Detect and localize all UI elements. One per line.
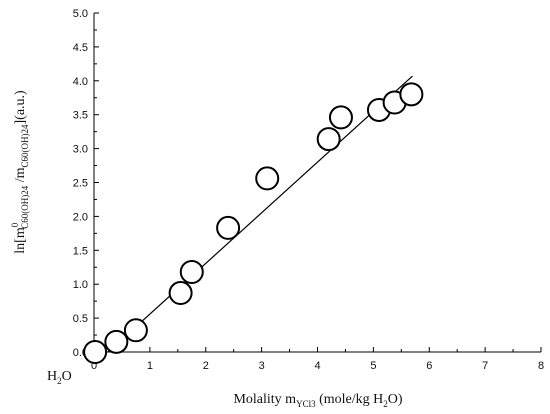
data-point: [316, 127, 341, 152]
x-axis-title: Molality mYCl3 (mole/kg H2O): [233, 392, 402, 409]
fit-line-group: [107, 75, 413, 353]
y-tick-label: 2.5: [73, 178, 88, 190]
data-points: [83, 82, 424, 364]
x-tick-label: 5: [370, 360, 376, 372]
y-tick-label: 4.0: [73, 76, 88, 88]
y-tick-label: 5.0: [73, 8, 88, 20]
data-point: [328, 105, 353, 130]
x-ticks: 0 1 2 3 4 5 6 7 8: [91, 347, 544, 372]
data-point: [104, 329, 129, 354]
y-tick-label: 2.0: [73, 211, 88, 223]
data-point: [179, 259, 204, 284]
y-tick-label: 3.5: [73, 110, 88, 122]
data-point: [255, 166, 280, 191]
x-tick-label: 4: [314, 360, 320, 372]
y-tick-label: 1.5: [73, 245, 88, 257]
x-tick-label: 6: [426, 360, 432, 372]
data-point: [168, 281, 193, 306]
y-tick-label: 1.0: [73, 279, 88, 291]
y-ticks: 0.00.51.01.52.02.53.03.54.04.55.0: [73, 8, 99, 359]
y-tick-label: 4.5: [73, 42, 88, 54]
y-axis-title: ln[m0C60(OH)24 /mC60(OH)24](a.u.): [10, 90, 30, 254]
data-point: [123, 318, 148, 343]
fit-line: [107, 75, 413, 353]
data-point: [83, 340, 108, 364]
data-point: [216, 215, 241, 240]
x-tick-label: 1: [147, 360, 153, 372]
x-origin-label: H2O: [47, 369, 72, 386]
x-tick-label: 8: [538, 360, 544, 372]
y-tick-label: 3.0: [73, 144, 88, 156]
x-tick-label: 0: [91, 360, 97, 372]
x-tick-label: 7: [482, 360, 488, 372]
y-tick-label: 0.5: [73, 313, 88, 325]
data-point: [399, 82, 424, 107]
x-tick-label: 2: [203, 360, 209, 372]
x-tick-label: 3: [259, 360, 265, 372]
